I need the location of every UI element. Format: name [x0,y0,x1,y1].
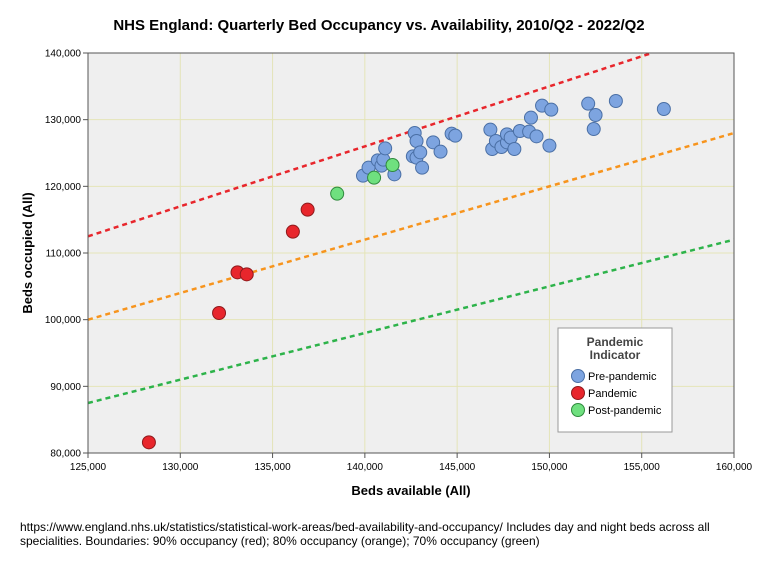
x-tick-label: 135,000 [254,462,291,473]
point-post-pandemic [367,170,382,185]
point-pre-pandemic [448,128,463,143]
x-tick-label: 130,000 [162,462,199,473]
scatter-chart: NHS England: Quarterly Bed Occupancy vs.… [20,17,753,498]
point-pre-pandemic [581,96,596,111]
point-pre-pandemic [529,129,544,144]
axis-ticks: 125,000 130,000 135,000 140,000 145,000 150,0… [45,49,753,474]
point-pre-pandemic [415,160,430,175]
x-tick-label: 160,000 [716,462,753,473]
x-tick-label: 155,000 [624,462,661,473]
point-pre-pandemic [413,145,428,160]
boundary-line-70 [87,238,735,405]
occupancy-boundaries [87,51,735,405]
data-points [141,94,671,450]
boundary-line-80 [87,131,735,321]
x-axis-label: Beds available (All) [351,483,470,498]
legend-marker-pre-pandemic [571,369,585,383]
chart-title: NHS England: Quarterly Bed Occupancy vs.… [113,17,644,34]
y-tick-label: 140,000 [45,49,82,60]
point-pandemic [285,224,300,239]
point-pandemic [300,202,315,217]
point-post-pandemic [385,158,400,172]
x-tick-label: 140,000 [347,462,384,473]
point-pandemic [141,435,156,450]
y-tick-label: 110,000 [46,249,82,260]
point-pre-pandemic [588,108,603,122]
point-pre-pandemic [507,142,522,156]
point-pre-pandemic [608,94,623,108]
point-post-pandemic [330,186,345,201]
point-pre-pandemic [544,102,559,117]
legend-marker-post-pandemic [571,403,585,417]
point-pre-pandemic [483,122,498,137]
footnote: https://www.england.nhs.uk/statistics/st… [20,520,710,548]
legend: Pandemic Indicator Pre-pandemic Pandemic… [557,327,673,433]
point-pre-pandemic [378,141,393,156]
legend-marker-pandemic [571,386,585,400]
y-tick-label: 80,000 [50,449,81,460]
legend-title-line1: Pandemic [587,335,644,349]
x-tick-label: 145,000 [439,462,476,473]
legend-title-line2: Indicator [590,348,641,362]
y-tick-label: 90,000 [50,382,81,393]
x-tick-label: 125,000 [70,462,107,473]
y-axis-label: Beds occupied (All) [20,192,35,313]
point-pandemic [212,306,227,320]
point-pre-pandemic [426,135,441,150]
legend-label-pre-pandemic: Pre-pandemic [588,371,657,383]
y-tick-label: 100,000 [45,315,82,326]
y-tick-label: 120,000 [45,182,82,193]
legend-label-pandemic: Pandemic [588,388,637,400]
legend-label-post-pandemic: Post-pandemic [588,405,662,417]
point-pre-pandemic [542,138,557,153]
point-pre-pandemic [656,102,671,116]
x-tick-label: 150,000 [531,462,568,473]
point-pre-pandemic [586,122,601,136]
point-pre-pandemic [523,110,538,125]
point-pre-pandemic [433,144,448,159]
y-tick-label: 130,000 [45,115,82,126]
point-pandemic [239,267,254,282]
